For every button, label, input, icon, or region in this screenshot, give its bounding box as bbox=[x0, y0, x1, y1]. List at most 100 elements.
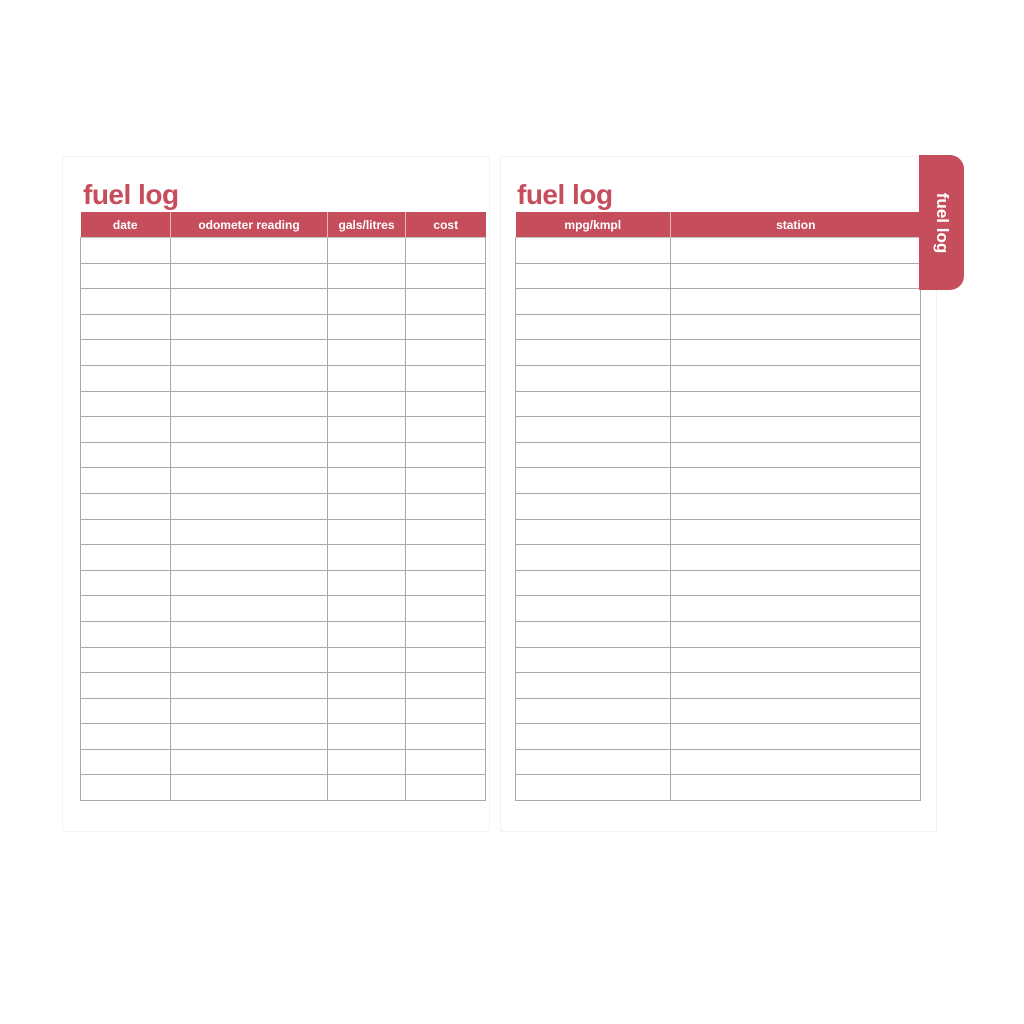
entry-cell[interactable] bbox=[80, 518, 171, 546]
entry-cell[interactable] bbox=[670, 569, 921, 597]
entry-cell[interactable] bbox=[515, 646, 671, 674]
entry-cell[interactable] bbox=[170, 288, 328, 315]
entry-cell[interactable] bbox=[80, 364, 171, 392]
entry-cell[interactable] bbox=[327, 364, 406, 392]
entry-cell[interactable] bbox=[515, 697, 671, 725]
entry-cell[interactable] bbox=[80, 339, 171, 366]
entry-cell[interactable] bbox=[327, 774, 406, 802]
entry-cell[interactable] bbox=[405, 288, 486, 315]
entry-cell[interactable] bbox=[515, 339, 671, 366]
entry-cell[interactable] bbox=[515, 620, 671, 648]
entry-cell[interactable] bbox=[515, 748, 671, 776]
entry-cell[interactable] bbox=[170, 569, 328, 597]
entry-cell[interactable] bbox=[170, 697, 328, 725]
entry-cell[interactable] bbox=[405, 364, 486, 392]
entry-cell[interactable] bbox=[405, 672, 486, 699]
entry-cell[interactable] bbox=[405, 697, 486, 725]
entry-cell[interactable] bbox=[670, 467, 921, 494]
entry-cell[interactable] bbox=[170, 237, 328, 264]
entry-cell[interactable] bbox=[515, 569, 671, 597]
entry-cell[interactable] bbox=[327, 748, 406, 776]
entry-cell[interactable] bbox=[515, 518, 671, 546]
entry-cell[interactable] bbox=[327, 569, 406, 597]
entry-cell[interactable] bbox=[170, 339, 328, 366]
entry-cell[interactable] bbox=[670, 518, 921, 546]
entry-cell[interactable] bbox=[80, 569, 171, 597]
entry-cell[interactable] bbox=[80, 672, 171, 699]
entry-cell[interactable] bbox=[170, 518, 328, 546]
entry-cell[interactable] bbox=[327, 288, 406, 315]
entry-cell[interactable] bbox=[405, 262, 486, 290]
entry-cell[interactable] bbox=[80, 262, 171, 290]
entry-cell[interactable] bbox=[327, 646, 406, 674]
entry-cell[interactable] bbox=[170, 620, 328, 648]
entry-cell[interactable] bbox=[515, 390, 671, 418]
entry-cell[interactable] bbox=[670, 364, 921, 392]
entry-cell[interactable] bbox=[170, 595, 328, 622]
entry-cell[interactable] bbox=[405, 544, 486, 571]
entry-cell[interactable] bbox=[670, 646, 921, 674]
entry-cell[interactable] bbox=[80, 288, 171, 315]
entry-cell[interactable] bbox=[515, 544, 671, 571]
entry-cell[interactable] bbox=[405, 416, 486, 443]
entry-cell[interactable] bbox=[327, 595, 406, 622]
entry-cell[interactable] bbox=[515, 774, 671, 802]
entry-cell[interactable] bbox=[327, 390, 406, 418]
entry-cell[interactable] bbox=[670, 672, 921, 699]
entry-cell[interactable] bbox=[515, 416, 671, 443]
entry-cell[interactable] bbox=[80, 595, 171, 622]
entry-cell[interactable] bbox=[80, 646, 171, 674]
entry-cell[interactable] bbox=[170, 748, 328, 776]
entry-cell[interactable] bbox=[80, 313, 171, 341]
entry-cell[interactable] bbox=[670, 288, 921, 315]
entry-cell[interactable] bbox=[327, 313, 406, 341]
entry-cell[interactable] bbox=[515, 237, 671, 264]
entry-cell[interactable] bbox=[515, 288, 671, 315]
entry-cell[interactable] bbox=[405, 774, 486, 802]
entry-cell[interactable] bbox=[405, 390, 486, 418]
entry-cell[interactable] bbox=[80, 441, 171, 469]
entry-cell[interactable] bbox=[327, 441, 406, 469]
entry-cell[interactable] bbox=[670, 595, 921, 622]
entry-cell[interactable] bbox=[327, 416, 406, 443]
entry-cell[interactable] bbox=[80, 416, 171, 443]
entry-cell[interactable] bbox=[80, 390, 171, 418]
entry-cell[interactable] bbox=[170, 390, 328, 418]
entry-cell[interactable] bbox=[327, 492, 406, 520]
entry-cell[interactable] bbox=[670, 441, 921, 469]
entry-cell[interactable] bbox=[327, 697, 406, 725]
entry-cell[interactable] bbox=[670, 697, 921, 725]
entry-cell[interactable] bbox=[170, 313, 328, 341]
entry-cell[interactable] bbox=[405, 723, 486, 750]
entry-cell[interactable] bbox=[670, 723, 921, 750]
entry-cell[interactable] bbox=[80, 237, 171, 264]
entry-cell[interactable] bbox=[515, 595, 671, 622]
entry-cell[interactable] bbox=[80, 774, 171, 802]
entry-cell[interactable] bbox=[515, 262, 671, 290]
entry-cell[interactable] bbox=[170, 467, 328, 494]
entry-cell[interactable] bbox=[670, 237, 921, 264]
entry-cell[interactable] bbox=[670, 339, 921, 366]
entry-cell[interactable] bbox=[170, 416, 328, 443]
entry-cell[interactable] bbox=[170, 774, 328, 802]
entry-cell[interactable] bbox=[170, 364, 328, 392]
entry-cell[interactable] bbox=[170, 723, 328, 750]
entry-cell[interactable] bbox=[170, 646, 328, 674]
entry-cell[interactable] bbox=[327, 544, 406, 571]
entry-cell[interactable] bbox=[670, 262, 921, 290]
entry-cell[interactable] bbox=[170, 262, 328, 290]
entry-cell[interactable] bbox=[327, 262, 406, 290]
entry-cell[interactable] bbox=[327, 723, 406, 750]
entry-cell[interactable] bbox=[405, 646, 486, 674]
entry-cell[interactable] bbox=[80, 467, 171, 494]
entry-cell[interactable] bbox=[327, 467, 406, 494]
entry-cell[interactable] bbox=[670, 620, 921, 648]
entry-cell[interactable] bbox=[170, 544, 328, 571]
entry-cell[interactable] bbox=[405, 237, 486, 264]
entry-cell[interactable] bbox=[405, 569, 486, 597]
entry-cell[interactable] bbox=[515, 723, 671, 750]
entry-cell[interactable] bbox=[80, 748, 171, 776]
entry-cell[interactable] bbox=[515, 364, 671, 392]
entry-cell[interactable] bbox=[170, 492, 328, 520]
entry-cell[interactable] bbox=[327, 339, 406, 366]
